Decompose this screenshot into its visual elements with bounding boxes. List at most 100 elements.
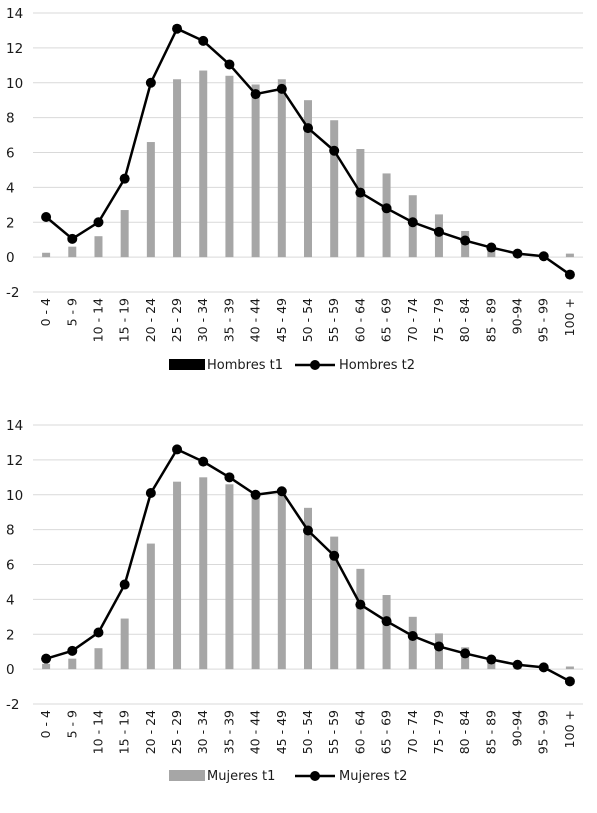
line-point [303,525,313,536]
x-tick-label: 70 - 74 [405,710,420,754]
bar [120,210,129,258]
y-tick-label: -2 [6,285,19,301]
bar [173,481,182,670]
line-point [512,659,523,670]
line-point [512,248,523,259]
x-tick-label: 80 - 84 [457,298,472,342]
legend-label: Hombres t1 [207,358,283,373]
y-tick-label: 4 [6,180,15,196]
line-point [486,654,497,665]
bar [199,70,208,258]
x-tick-label: 65 - 69 [379,298,394,342]
line-point [67,233,78,244]
y-tick-label: 10 [6,488,23,504]
line-point [119,579,130,590]
y-tick-label: 12 [6,41,23,57]
y-tick-label: 8 [6,111,15,127]
line-point [329,145,340,156]
line-point [329,550,340,561]
x-tick-label: 50 - 54 [300,298,315,342]
x-tick-label: 5 - 9 [64,298,79,326]
line-point [433,226,444,237]
bar [356,568,365,670]
bar [408,616,417,670]
x-tick-label: 10 - 14 [90,298,105,342]
bar [565,253,574,258]
chart-mujeres: -2 0 2 4 6 8 10 12 14 0 - 4 5 - 9 10 - 14 15 - 19 20 … [6,418,583,784]
x-tick-label: 60 - 64 [352,710,367,754]
line-point [93,217,104,228]
line-point [145,488,156,499]
line-point [433,641,444,652]
x-tick-label: 20 - 24 [143,298,158,342]
bar [277,489,286,670]
line-point [564,676,575,687]
y-tick-label: 2 [6,215,15,231]
bar [94,648,103,670]
line-point [407,217,418,228]
y-tick-label: 6 [6,146,15,162]
x-tick-label: 80 - 84 [457,710,472,754]
y-tick-label: -2 [6,697,19,713]
x-tick-label: 10 - 14 [90,710,105,754]
x-tick-label: 0 - 4 [38,298,53,326]
y-tick-label: 10 [6,76,23,92]
x-tick-label: 50 - 54 [300,710,315,754]
line-point [460,235,471,246]
bar [304,100,312,258]
x-tick-label: 40 - 44 [248,710,263,754]
bar [42,663,51,670]
x-tick-label: 60 - 64 [352,298,367,342]
x-tick-label: 0 - 4 [38,710,53,738]
y-tick-label: 4 [6,592,15,608]
bar [382,595,391,670]
bar [356,149,365,258]
line-point [250,89,261,100]
x-tick-label: 100 + [562,710,577,748]
x-tick-label: 70 - 74 [405,298,420,342]
bar [146,543,155,670]
line-point [119,173,130,184]
y-tick-label: 0 [6,662,15,678]
bar [225,484,234,670]
line-point [381,203,392,214]
line-point [224,59,235,70]
x-tick-label: 45 - 49 [274,710,289,754]
y-tick-label: 8 [6,523,15,539]
bar [565,666,574,670]
line-point [538,251,549,262]
x-tick-label: 75 - 79 [431,710,446,754]
bar [304,507,312,670]
legend-swatch-marker [310,771,320,781]
line-point [303,123,313,134]
x-tick-label: 100 + [562,298,577,336]
x-tick-label: 35 - 39 [221,298,236,342]
line-point [486,242,497,253]
legend-label: Mujeres t1 [207,769,275,784]
x-tick-label: 95 - 99 [536,298,551,342]
y-tick-label: 14 [6,6,23,22]
bar [173,79,182,258]
line-point [41,212,52,223]
legend-swatch-bar [169,770,205,781]
line-point [381,616,392,627]
bar [68,658,77,670]
x-tick-label: 30 - 34 [195,710,210,754]
x-tick-label: 75 - 79 [431,298,446,342]
x-tick-label: 55 - 59 [326,710,341,754]
line-point [172,444,183,455]
x-tick-label: 15 - 19 [117,298,132,342]
y-tick-label: 0 [6,250,15,266]
x-tick-label: 15 - 19 [117,710,132,754]
bar [277,79,286,258]
x-tick-label: 30 - 34 [195,298,210,342]
x-tick-label: 35 - 39 [221,710,236,754]
line-point [41,653,52,664]
bar [225,75,234,258]
bar [330,536,339,670]
line-point [407,630,418,641]
bar [382,173,391,258]
legend-swatch-bar [169,359,205,370]
x-tick-label: 95 - 99 [536,710,551,754]
